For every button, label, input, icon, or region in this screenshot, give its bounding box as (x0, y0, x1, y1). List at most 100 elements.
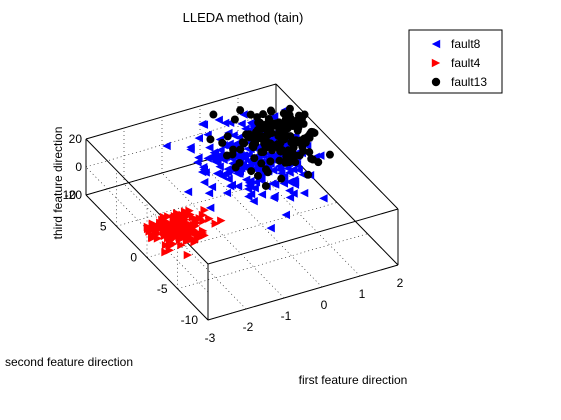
data-point-fault4 (217, 216, 226, 225)
data-point-fault8 (223, 168, 233, 177)
data-point-fault8 (162, 141, 171, 151)
series-fault13 (206, 104, 334, 190)
y-axis-label: second feature direction (5, 355, 133, 369)
data-point-fault8 (283, 164, 292, 173)
data-point-fault8 (214, 115, 223, 125)
data-point-fault4 (192, 218, 201, 228)
data-point-fault8 (269, 113, 278, 122)
axes-box-edge (275, 83, 399, 210)
data-point-fault13 (236, 106, 245, 115)
data-point-fault13 (250, 154, 259, 163)
grid-line-x (123, 183, 247, 310)
data-point-fault13 (242, 130, 251, 139)
data-point-fault8 (290, 177, 300, 186)
data-point-fault13 (308, 128, 317, 137)
data-point-fault8 (224, 175, 233, 184)
data-point-fault4 (161, 216, 170, 226)
data-point-fault8 (289, 189, 298, 198)
data-point-fault13 (293, 119, 302, 128)
data-point-fault13 (293, 126, 302, 135)
data-point-fault8 (268, 166, 278, 175)
legend-marker-fault4 (431, 58, 441, 68)
data-point-fault8 (199, 120, 209, 129)
data-point-fault13 (266, 106, 275, 115)
data-point-fault13 (275, 125, 284, 134)
data-point-fault4 (179, 233, 188, 242)
y-tick-label: 10 (63, 188, 77, 202)
data-point-fault13 (256, 118, 265, 127)
data-point-fault8 (235, 167, 245, 176)
data-point-fault13 (292, 138, 301, 147)
data-point-fault8 (299, 188, 309, 198)
y-tick-label: -5 (157, 282, 168, 296)
data-point-fault4 (161, 248, 170, 257)
data-point-fault8 (186, 145, 195, 154)
data-point-fault8 (251, 178, 261, 187)
x-tick-label: -3 (205, 331, 216, 345)
data-point-fault8 (270, 192, 279, 201)
z-tick-label: 20 (69, 132, 83, 146)
data-point-fault13 (298, 142, 307, 151)
axes-box-edge (207, 208, 399, 265)
data-point-fault4 (200, 231, 209, 240)
y-tick-label: 5 (100, 219, 107, 233)
data-point-fault13 (279, 135, 288, 144)
data-point-fault4 (165, 246, 174, 255)
chart-title: LLEDA method (tain) (183, 10, 304, 25)
data-point-fault13 (266, 157, 275, 166)
series-fault4 (143, 205, 226, 260)
grid-line-y (177, 233, 368, 290)
data-point-fault13 (285, 104, 294, 113)
data-point-fault4 (152, 223, 162, 233)
data-point-fault8 (204, 188, 214, 198)
data-point-fault8 (279, 179, 289, 188)
data-point-fault13 (257, 148, 266, 157)
data-point-fault4 (148, 233, 157, 242)
data-point-fault8 (215, 152, 224, 162)
data-point-fault13 (275, 156, 284, 165)
data-point-fault8 (183, 187, 193, 197)
data-point-fault4 (164, 230, 174, 239)
data-point-fault8 (246, 176, 255, 186)
data-point-fault13 (299, 119, 308, 128)
data-point-fault4 (161, 240, 171, 250)
data-point-fault13 (247, 167, 256, 176)
data-point-fault13 (253, 125, 262, 134)
axes-box-edge (207, 264, 399, 321)
data-point-fault8 (246, 189, 256, 199)
data-point-fault13 (261, 165, 270, 174)
data-point-fault13 (230, 115, 239, 124)
data-point-fault4 (145, 227, 154, 236)
axes-box-edge (85, 194, 209, 321)
data-point-fault8 (203, 154, 212, 163)
data-point-fault8 (249, 196, 258, 206)
x-axis-label: first feature direction (299, 373, 408, 387)
grid-lines (85, 83, 399, 321)
legend-box (408, 29, 503, 94)
x-tick-label: -1 (281, 309, 292, 323)
data-point-fault13 (325, 150, 334, 159)
data-point-fault13 (304, 170, 313, 179)
data-point-fault4 (180, 226, 189, 236)
data-point-fault13 (286, 119, 295, 128)
legend-label-fault4: fault4 (451, 56, 481, 70)
legend-marker-fault8 (431, 39, 441, 49)
data-point-fault13 (263, 131, 272, 140)
legend-label-fault8: fault8 (451, 37, 481, 51)
data-point-fault8 (221, 141, 231, 150)
data-point-fault8 (257, 190, 267, 199)
data-point-fault8 (199, 178, 209, 187)
data-point-fault4 (195, 233, 205, 242)
data-point-fault8 (285, 186, 294, 195)
data-point-fault8 (231, 152, 241, 162)
data-point-fault8 (240, 154, 250, 163)
data-point-fault4 (185, 236, 194, 245)
data-point-fault4 (200, 205, 209, 215)
data-point-fault4 (156, 218, 165, 227)
data-point-fault8 (209, 148, 219, 157)
x-tick-label: 1 (359, 287, 366, 301)
data-point-fault4 (177, 240, 186, 250)
